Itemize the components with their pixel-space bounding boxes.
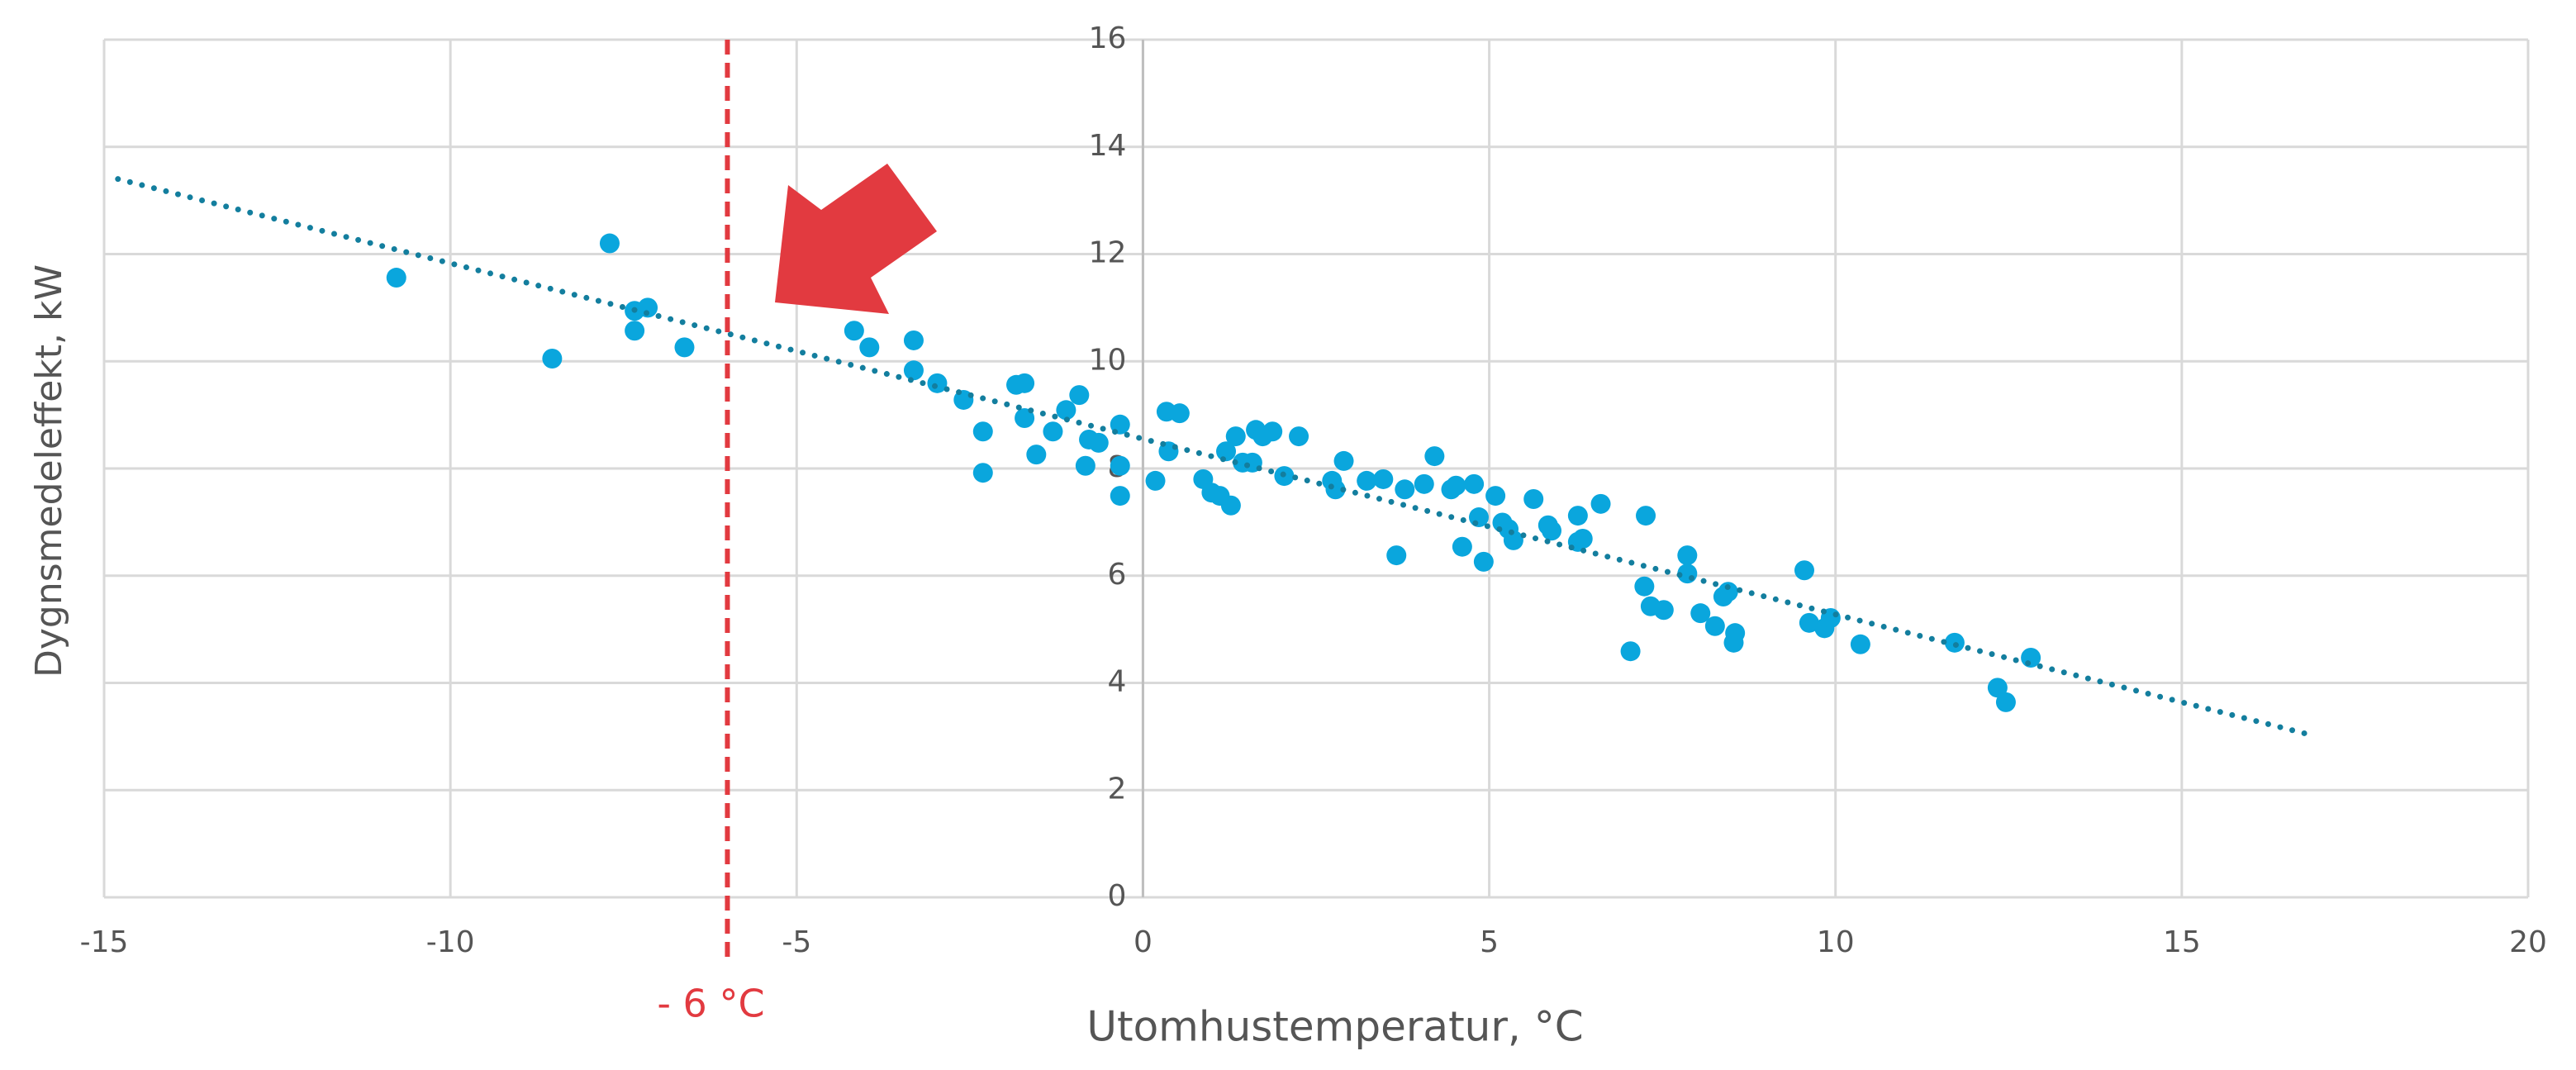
y-tick-label: 0 — [1108, 879, 1127, 913]
x-tick-label: 20 — [2509, 925, 2547, 959]
point — [1145, 470, 1166, 491]
point — [1572, 528, 1593, 549]
reference-label: - 6 °C — [657, 982, 764, 1026]
point — [903, 360, 924, 381]
point — [1799, 612, 1819, 633]
point — [674, 337, 695, 358]
point — [1026, 445, 1047, 465]
point — [972, 421, 993, 442]
point — [1220, 495, 1241, 516]
y-tick-label: 12 — [1089, 236, 1127, 270]
point — [1446, 475, 1466, 496]
x-tick-label: 15 — [2163, 925, 2201, 959]
point — [1590, 493, 1611, 514]
point — [1395, 479, 1415, 500]
point — [1636, 506, 1656, 526]
point — [972, 463, 993, 483]
point — [1718, 582, 1738, 602]
point — [1690, 603, 1711, 624]
trendline — [115, 176, 2310, 737]
y-tick-label: 2 — [1108, 772, 1127, 806]
point — [1473, 551, 1494, 572]
point — [1567, 506, 1588, 526]
x-axis-title: Utomhustemperatur, °C — [1086, 1003, 1583, 1051]
point — [1110, 486, 1130, 506]
point — [1357, 470, 1377, 491]
point — [1043, 421, 1063, 442]
point — [1503, 530, 1523, 550]
point — [1169, 403, 1190, 424]
y-tick-label: 4 — [1108, 665, 1127, 699]
x-tick-label: -15 — [80, 925, 129, 959]
point — [1424, 446, 1445, 467]
point — [1452, 536, 1472, 557]
y-tick-label: 16 — [1089, 21, 1127, 55]
point — [1464, 473, 1485, 494]
point — [1333, 450, 1354, 471]
point — [1653, 600, 1674, 621]
point — [386, 268, 406, 288]
point — [1677, 545, 1698, 566]
point — [1056, 400, 1077, 421]
y-tick-label: 10 — [1089, 343, 1127, 377]
point — [1523, 488, 1544, 509]
point — [1262, 421, 1283, 442]
point — [903, 330, 924, 350]
point — [927, 373, 948, 393]
point — [1225, 426, 1246, 447]
point — [1015, 373, 1035, 393]
point — [1987, 678, 2008, 698]
point — [1485, 486, 1506, 506]
y-tick-label: 6 — [1108, 558, 1127, 592]
x-tick-label: -5 — [782, 925, 811, 959]
x-tick-label: 5 — [1480, 925, 1499, 959]
point — [1069, 385, 1090, 406]
x-tick-label: -10 — [426, 925, 475, 959]
point — [1794, 560, 1814, 581]
point — [1373, 468, 1394, 489]
point — [1704, 616, 1725, 636]
point — [1110, 455, 1130, 476]
point — [625, 321, 645, 341]
point — [599, 233, 620, 254]
point — [1995, 692, 2016, 712]
y-axis-title: Dygnsmedeleffekt, kW — [28, 264, 70, 678]
x-tick-label: 10 — [1817, 925, 1855, 959]
point — [1289, 426, 1309, 447]
point — [638, 297, 658, 318]
point — [1015, 408, 1035, 429]
point — [1723, 632, 1744, 653]
arrow — [775, 164, 937, 314]
point — [1620, 641, 1641, 662]
point — [859, 337, 880, 358]
point — [1850, 634, 1870, 654]
point — [1075, 455, 1096, 476]
point — [1414, 473, 1434, 494]
point — [844, 321, 864, 341]
point — [542, 349, 563, 369]
point — [1634, 576, 1655, 597]
point — [1542, 521, 1562, 541]
x-tick-label: 0 — [1134, 925, 1153, 959]
point — [1386, 545, 1407, 566]
y-tick-label: 14 — [1089, 129, 1127, 163]
point — [1088, 432, 1109, 453]
point — [1216, 441, 1237, 462]
